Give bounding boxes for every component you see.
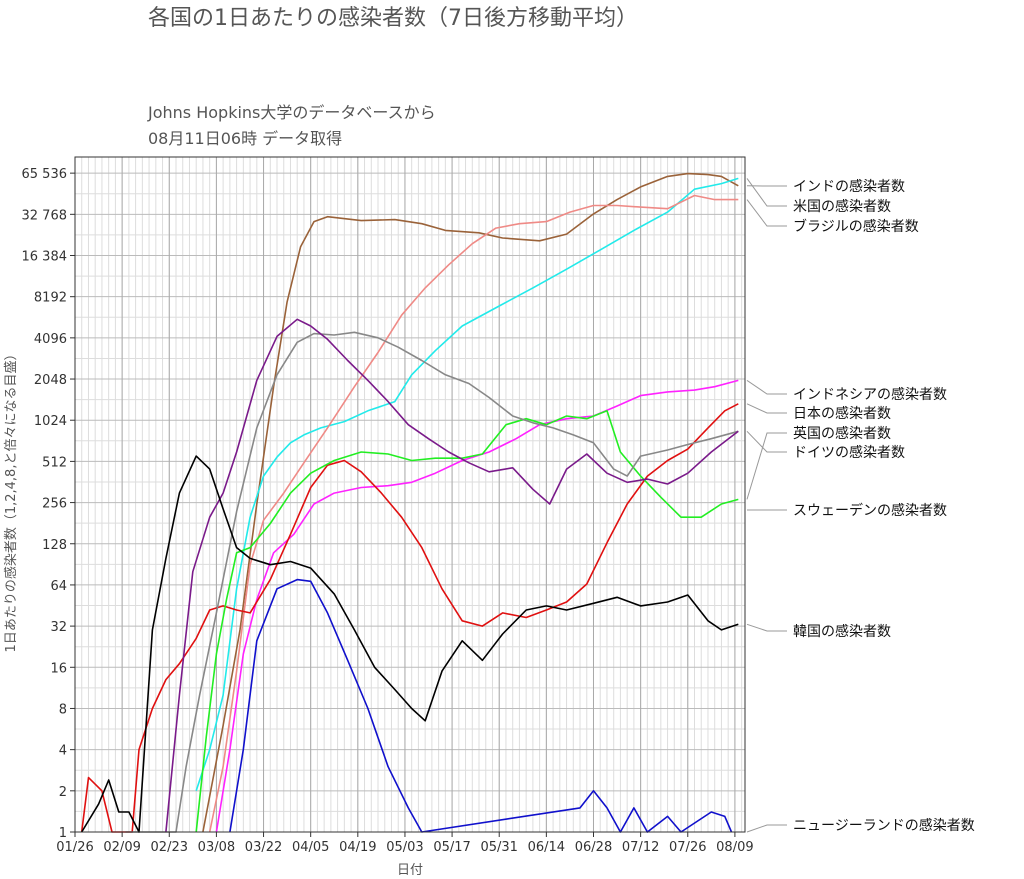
legend-label: ドイツの感染者数 [793,444,905,461]
legend: インドの感染者数米国の感染者数ブラジルの感染者数インドネシアの感染者数日本の感染… [746,178,975,834]
series-line [195,177,739,792]
legend-label: ニュージーランドの感染者数 [793,817,975,834]
x-tick-label: 04/05 [292,840,329,855]
y-tick-label: 256 [42,497,67,512]
legend-label: 日本の感染者数 [793,405,891,422]
legend-label: ブラジルの感染者数 [793,218,919,235]
y-tick-label: 32 768 [22,208,68,223]
x-axis-label: 日付 [397,863,423,878]
y-tick-label: 512 [42,455,67,470]
x-tick-label: 04/19 [339,840,376,855]
y-tick-label: 65 536 [22,167,68,182]
x-tick-label: 05/31 [480,840,517,855]
legend-label: 米国の感染者数 [793,198,891,215]
series-line [125,331,739,833]
y-tick-label: 8 [59,702,67,717]
y-tick-label: 32 [50,620,67,635]
legend-label: 韓国の感染者数 [793,623,891,640]
y-tick-label: 4 [59,744,67,759]
x-tick-label: 08/09 [716,840,753,855]
x-tick-label: 03/22 [245,840,282,855]
legend-leader-line [746,178,787,207]
y-tick-label: 1024 [34,414,67,429]
subtitle-line-1: Johns Hopkins大学のデータベースから [148,103,436,122]
y-tick-label: 1 [59,826,67,841]
axes: 01/26 02/09 02/23 03/08 03/22 04/05 04/19 05/03… [22,167,754,855]
x-tick-label: 03/08 [198,840,235,855]
x-tick-label: 07/26 [669,840,706,855]
x-tick-label: 06/14 [528,840,565,855]
y-tick-label: 64 [50,579,67,594]
series-line [208,194,739,833]
legend-label: インドネシアの感染者数 [793,386,947,403]
series-line [165,318,739,833]
x-tick-label: 02/23 [151,840,188,855]
y-tick-label: 128 [42,538,67,553]
y-tick-label: 2048 [34,373,67,388]
subtitle-line-2: 08月11日06時 データ取得 [148,129,343,148]
legend-leader-line [746,824,787,833]
x-tick-label: 06/28 [575,840,612,855]
grid-lines [74,157,745,833]
legend-leader-line [746,403,787,414]
x-tick-label: 02/09 [103,840,140,855]
legend-label: インドの感染者数 [793,178,905,195]
x-tick-label: 01/26 [56,840,93,855]
y-tick-label: 16 [50,661,67,676]
y-tick-label: 2 [59,785,67,800]
legend-leader-line [746,430,787,453]
x-tick-label: 05/17 [433,840,470,855]
legend-leader-line [746,623,787,632]
legend-label: スウェーデンの感染者数 [793,502,947,519]
series-lines [80,172,739,833]
legend-leader-line [746,199,787,227]
series-line [81,455,739,833]
y-tick-label: 8192 [34,291,67,306]
series-line [215,379,739,833]
series-line [195,409,739,833]
chart-subtitle: Johns Hopkins大学のデータベースから 08月11日06時 データ取得 [148,100,708,152]
y-tick-label: 16 384 [22,250,68,265]
y-tick-label: 4096 [34,332,67,347]
legend-leader-line [746,432,787,500]
series-line [202,172,739,833]
x-tick-label: 05/03 [386,840,423,855]
y-axis-label: 1日あたりの感染者数（1,2,4,8,と倍々になる目盛） [3,348,19,653]
plot-frame [74,156,746,833]
chart-title: 各国の1日あたりの感染者数（7日後方移動平均） [148,6,638,31]
series-line [80,403,739,833]
series-line [229,578,733,833]
legend-leader-line [746,379,787,395]
legend-label: 英国の感染者数 [793,425,891,442]
x-tick-label: 07/12 [622,840,659,855]
